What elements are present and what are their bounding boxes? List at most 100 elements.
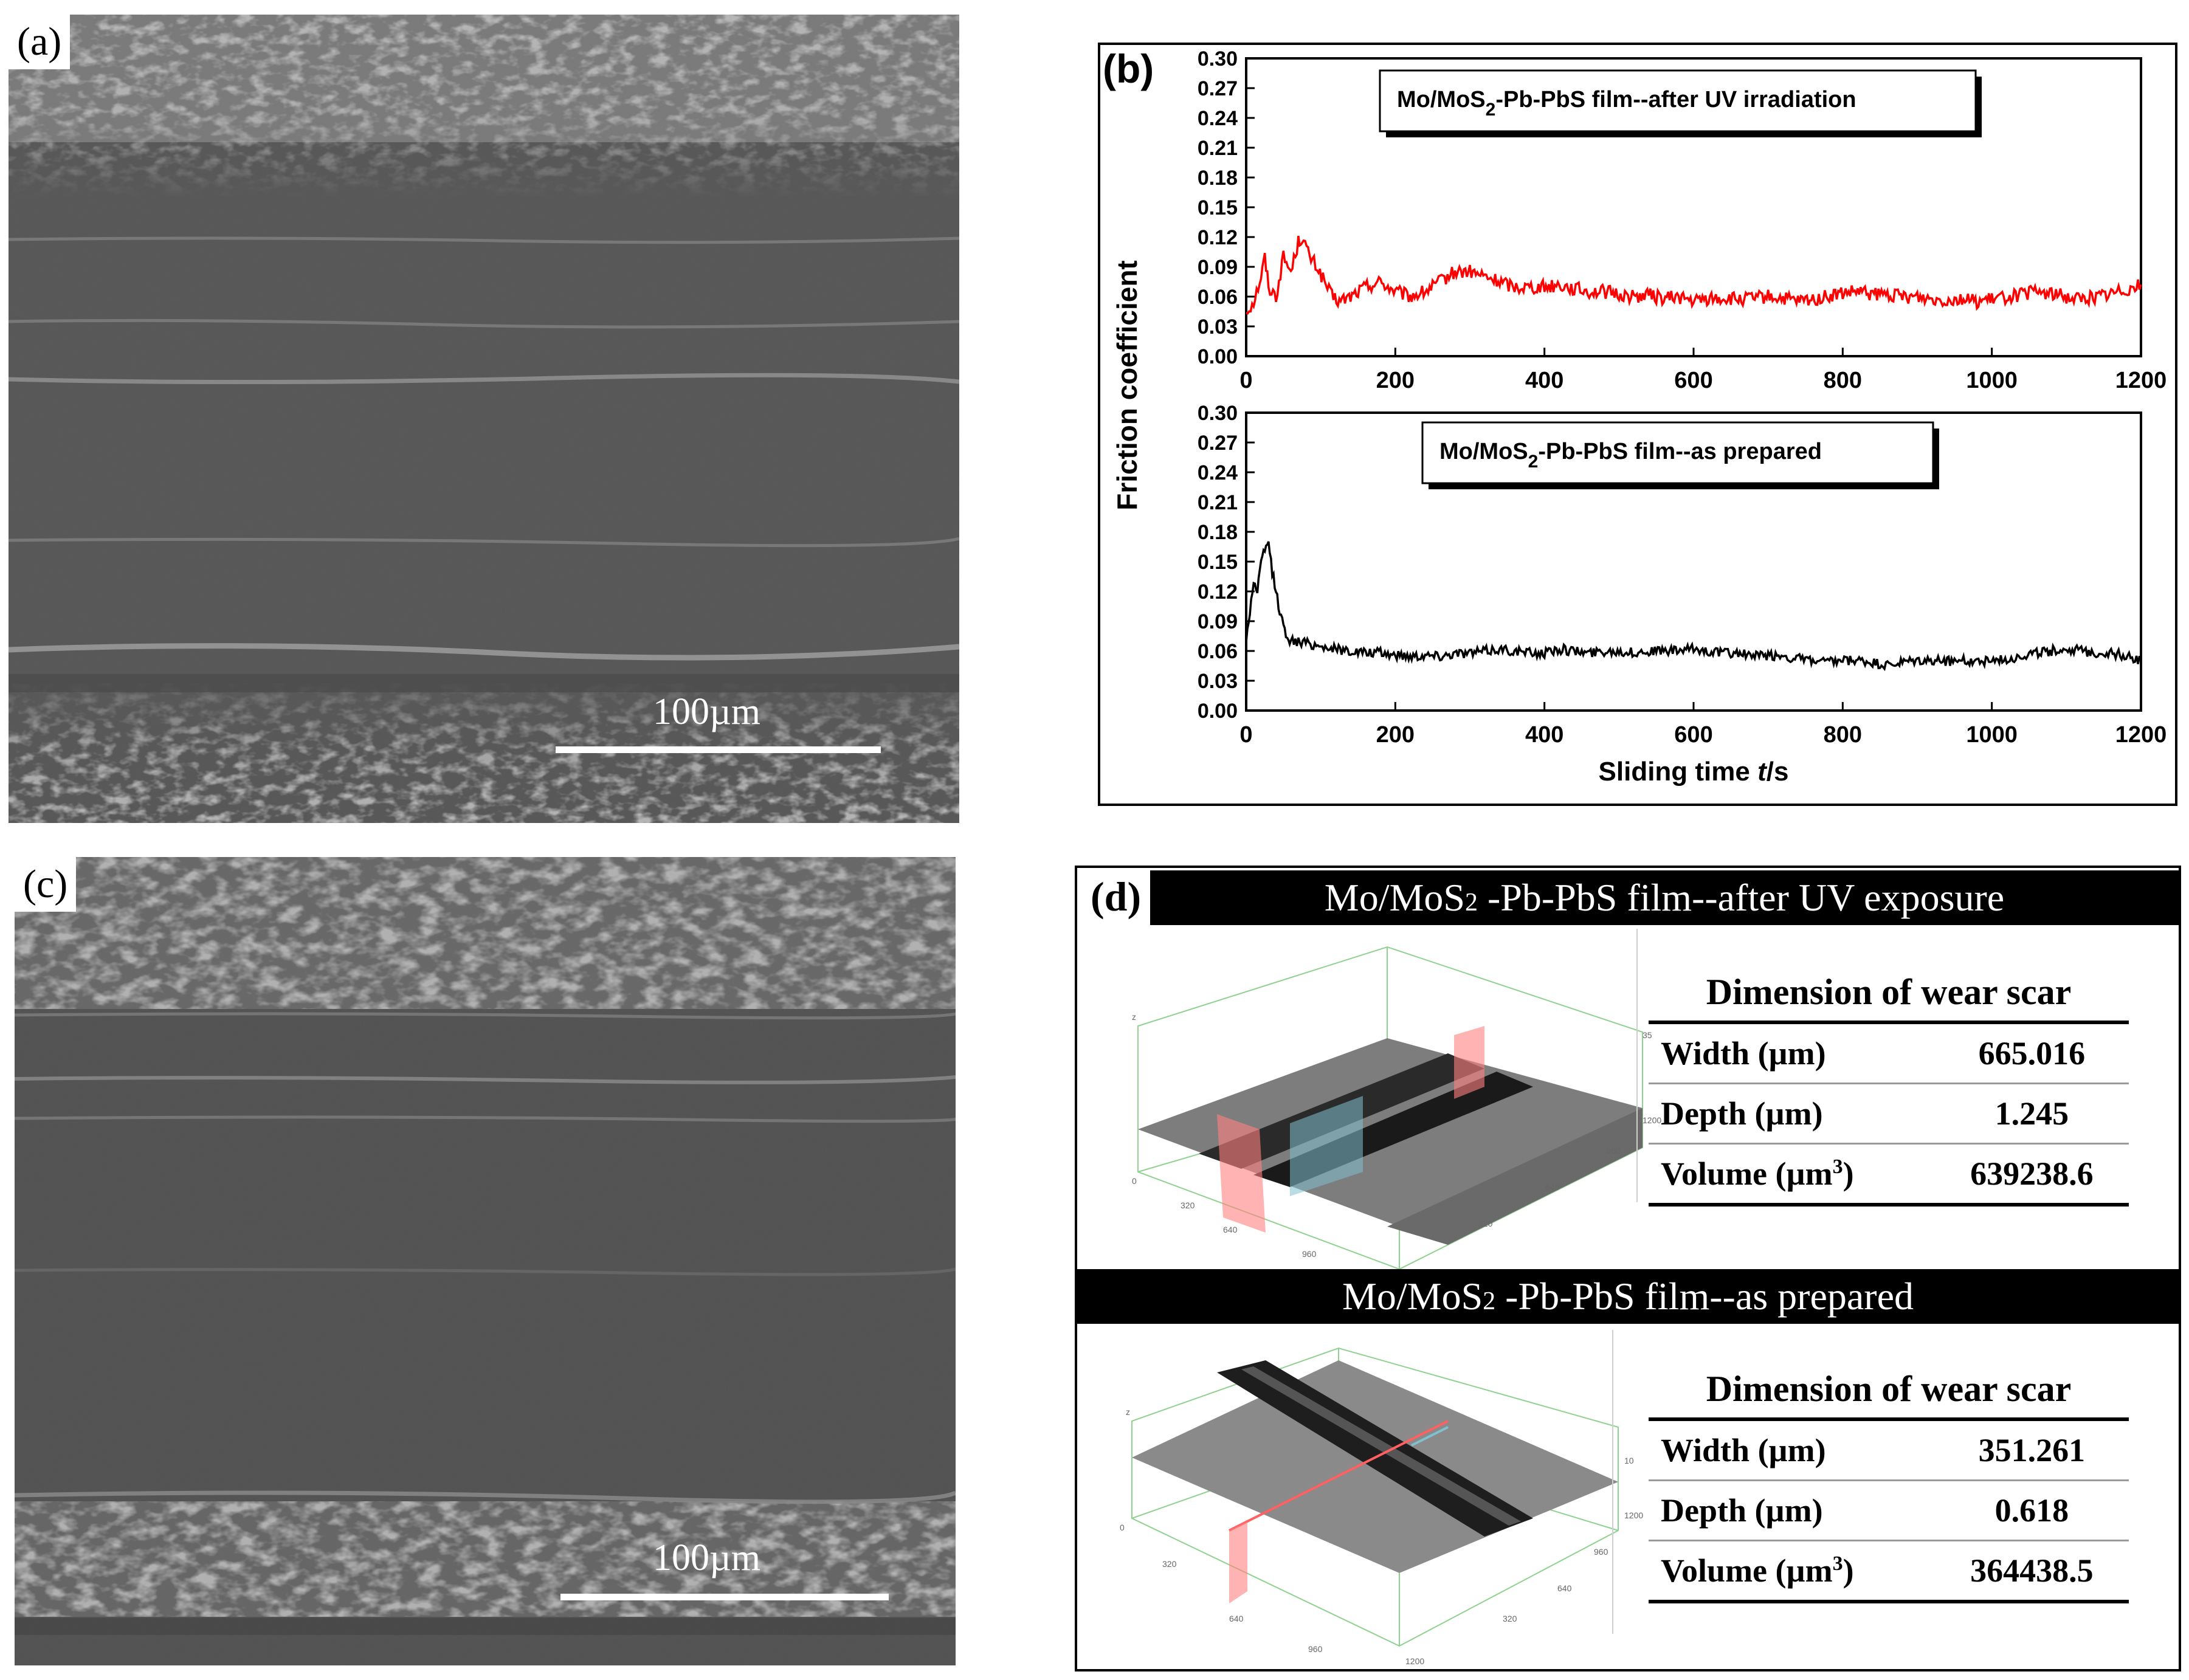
panel-a-sem-micrograph: (a) 100µm (9, 15, 959, 823)
title-text: -Pb-PbS film--as prepared (1495, 1275, 1914, 1318)
panel-b-label: (b) (1103, 46, 1154, 91)
sem-image-a (9, 15, 959, 823)
x-tick-label: 1000 (1966, 722, 2018, 748)
title-subscript: 2 (1465, 889, 1478, 917)
y-tick-label: 0.15 (1198, 196, 1238, 219)
x-tick-label: 0 (1239, 722, 1252, 748)
y-tick-label: 0.12 (1198, 580, 1238, 604)
row-value: 351.261 (1935, 1419, 2129, 1481)
y-tick-label: 0.00 (1198, 700, 1238, 723)
y-tick-label: 0.21 (1198, 137, 1238, 160)
y-axis-label: Friction coefficient (1111, 260, 1143, 510)
panel-c-label: (c) (15, 857, 76, 912)
y-tick-label: 0.18 (1198, 521, 1238, 544)
y-tick-label: 0.27 (1198, 77, 1238, 100)
y-tick-label: 0.06 (1198, 286, 1238, 309)
svg-text:1200: 1200 (1405, 1656, 1424, 1664)
label-superscript: 3 (1833, 1155, 1843, 1178)
x-tick-label: 400 (1525, 722, 1563, 748)
panel-a-label: (a) (9, 15, 70, 69)
title-text: -Pb-PbS film--after UV exposure (1478, 876, 2004, 919)
x-tick-label: 800 (1824, 368, 1862, 393)
x-tick-label: 600 (1674, 722, 1712, 748)
label-text: ) (1843, 1155, 1854, 1192)
table-row: Volume (µm3) 364438.5 (1649, 1541, 2129, 1602)
panel-d-wear-scar: Mo/MoS2 -Pb-PbS film--after UV exposure … (1075, 866, 2181, 1671)
divider (1612, 1330, 1613, 1634)
svg-text:960: 960 (1594, 1547, 1608, 1557)
x-tick-label: 1200 (2115, 722, 2167, 748)
wear-scar-table-after-uv: Dimension of wear scar Width (µm) 665.01… (1649, 966, 2129, 1207)
wear-scar-table-as-prepared: Dimension of wear scar Width (µm) 351.26… (1649, 1363, 2129, 1603)
y-tick-label: 0.06 (1198, 640, 1238, 663)
x-tick-label: 0 (1239, 368, 1252, 393)
scale-bar (556, 746, 881, 753)
svg-text:320: 320 (1181, 1200, 1195, 1210)
svg-text:640: 640 (1557, 1583, 1572, 1593)
row-value: 639238.6 (1935, 1144, 2129, 1205)
table-row: Width (µm) 351.261 (1649, 1419, 2129, 1481)
x-tick-label: 1200 (2115, 368, 2167, 393)
y-tick-label: 0.12 (1198, 226, 1238, 249)
svg-text:0: 0 (1120, 1523, 1125, 1532)
row-label: Width (µm) (1649, 1022, 1935, 1084)
friction-chart-svg: (b) 0.00 0.03 0.06 0.09 0.12 0.15 0.18 0.21 0.24 0… (1100, 45, 2175, 804)
panel-d-label: (d) (1086, 873, 1146, 921)
y-tick-label: 0.21 (1198, 491, 1238, 514)
row-label: Width (µm) (1649, 1419, 1935, 1481)
panel-b-friction-chart: (b) 0.00 0.03 0.06 0.09 0.12 0.15 0.18 0.21 0.24 0… (1098, 43, 2177, 806)
svg-text:1200: 1200 (1624, 1510, 1643, 1520)
panel-c-sem-micrograph: (c) 100µm (15, 857, 956, 1665)
y-tick-label: 0.24 (1198, 107, 1238, 130)
title-text: Mo/MoS (1342, 1275, 1483, 1318)
scale-bar (560, 1594, 889, 1600)
x-tick-label: 1000 (1966, 368, 2018, 393)
y-tick-label: 0.00 (1198, 345, 1238, 368)
table-row: Depth (µm) 0.618 (1649, 1481, 2129, 1541)
section-title-after-uv: Mo/MoS2 -Pb-PbS film--after UV exposure (1150, 870, 2179, 925)
row-value: 0.618 (1935, 1481, 2129, 1541)
y-tick-label: 0.27 (1198, 432, 1238, 455)
svg-text:z: z (1132, 1012, 1136, 1022)
section-title-as-prepared: Mo/MoS2 -Pb-PbS film--as prepared (1077, 1269, 2179, 1324)
row-value: 364438.5 (1935, 1541, 2129, 1602)
x-tick-label: 400 (1525, 368, 1563, 393)
table-row: Volume (µm3) 639238.6 (1649, 1144, 2129, 1205)
y-tick-label: 0.30 (1198, 402, 1238, 425)
row-label: Volume (µm3) (1649, 1541, 1935, 1602)
x-tick-label: 800 (1824, 722, 1862, 748)
y-tick-label: 0.09 (1198, 256, 1238, 279)
sem-image-c (15, 857, 956, 1665)
svg-text:640: 640 (1545, 1182, 1560, 1192)
series-line (1246, 542, 2141, 669)
row-label: Volume (µm3) (1649, 1144, 1935, 1205)
svg-text:320: 320 (1503, 1614, 1517, 1623)
label-text: ) (1843, 1552, 1854, 1589)
table-row: Width (µm) 665.016 (1649, 1022, 2129, 1084)
svg-text:640: 640 (1223, 1225, 1238, 1234)
x-tick-label: 200 (1376, 368, 1415, 393)
label-text: Volume (µm (1661, 1552, 1833, 1589)
table-title: Dimension of wear scar (1649, 966, 2129, 1022)
x-tick-label: 200 (1376, 722, 1415, 748)
y-tick-label: 0.09 (1198, 610, 1238, 633)
label-text: Volume (µm (1661, 1155, 1833, 1192)
table-title: Dimension of wear scar (1649, 1363, 2129, 1419)
label-superscript: 3 (1833, 1552, 1843, 1575)
y-tick-label: 0.30 (1198, 47, 1238, 71)
y-tick-label: 0.03 (1198, 670, 1238, 693)
svg-text:960: 960 (1302, 1249, 1317, 1259)
scale-bar-label: 100µm (653, 1537, 760, 1580)
title-subscript: 2 (1483, 1287, 1495, 1315)
svg-text:10: 10 (1624, 1456, 1634, 1465)
svg-text:320: 320 (1478, 1219, 1493, 1228)
3d-profile-as-prepared: 0 320 640 960 1200 320 640 960 1200 10 z (1108, 1336, 1655, 1664)
row-label: Depth (µm) (1649, 1084, 1935, 1144)
svg-text:0: 0 (1132, 1176, 1137, 1186)
svg-text:960: 960 (1308, 1644, 1323, 1654)
row-value: 1.245 (1935, 1084, 2129, 1144)
title-text: Mo/MoS (1325, 876, 1465, 919)
row-label: Depth (µm) (1649, 1481, 1935, 1541)
x-axis-label: Sliding time t/s (1599, 757, 1789, 787)
